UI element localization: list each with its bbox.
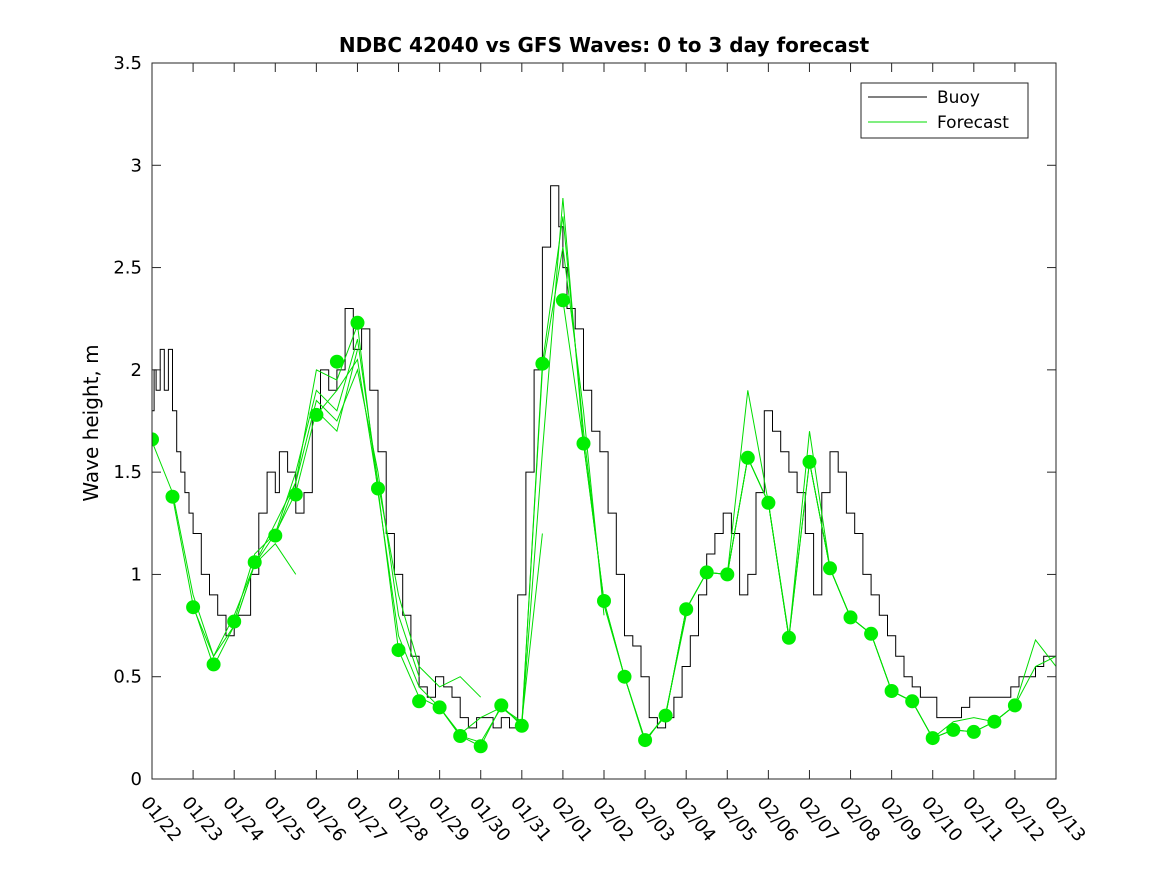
forecast-point bbox=[823, 561, 837, 576]
forecast-point bbox=[966, 724, 981, 739]
y-tick-label: 3.5 bbox=[113, 53, 142, 74]
y-tick-label: 2.5 bbox=[113, 258, 142, 279]
series-layer bbox=[152, 185, 1056, 754]
forecast-point bbox=[206, 657, 221, 672]
y-tick-label: 1.5 bbox=[113, 462, 142, 483]
y-tick-label: 0 bbox=[131, 769, 142, 790]
forecast-point bbox=[453, 729, 468, 743]
forecast-point bbox=[658, 708, 673, 723]
y-tick-label: 3 bbox=[131, 155, 142, 176]
forecast-point bbox=[638, 733, 653, 748]
forecast-point bbox=[555, 293, 570, 308]
y-tick-label: 0.5 bbox=[113, 667, 142, 688]
buoy-series-line bbox=[152, 185, 1056, 729]
forecast-point bbox=[288, 487, 303, 502]
forecast-point bbox=[1007, 698, 1022, 713]
y-tick-label: 1 bbox=[131, 564, 142, 585]
forecast-point bbox=[740, 450, 755, 465]
legend-box bbox=[860, 82, 1029, 139]
forecast-point bbox=[781, 630, 796, 645]
y-tick-label: 2 bbox=[131, 360, 142, 381]
forecast-point bbox=[494, 698, 509, 713]
forecast-point bbox=[597, 594, 611, 608]
forecast-point bbox=[905, 694, 920, 709]
forecast-point bbox=[473, 739, 488, 754]
forecast-point bbox=[843, 610, 858, 625]
forecast-point bbox=[309, 407, 324, 422]
forecast-point bbox=[720, 567, 735, 582]
forecast-point bbox=[946, 722, 961, 737]
forecast-run-line-0 bbox=[152, 441, 297, 658]
chart-title: NDBC 42040 vs GFS Waves: 0 to 3 day fore… bbox=[339, 33, 870, 57]
forecast-point bbox=[152, 432, 159, 447]
forecast-run-line-1 bbox=[172, 349, 358, 668]
forecast-point bbox=[268, 528, 283, 543]
forecast-point bbox=[391, 643, 406, 658]
forecast-point bbox=[864, 626, 879, 641]
forecast-point bbox=[329, 354, 344, 369]
forecast-point bbox=[802, 454, 817, 469]
forecast-point bbox=[535, 356, 550, 371]
forecast-point bbox=[699, 565, 714, 580]
forecast-point bbox=[884, 684, 899, 698]
forecast-point bbox=[514, 718, 529, 733]
forecast-point bbox=[925, 731, 940, 746]
forecast-point bbox=[987, 714, 1002, 729]
forecast-point bbox=[679, 602, 694, 617]
legend-forecast-label: Forecast bbox=[937, 113, 1009, 133]
forecast-point bbox=[761, 495, 776, 510]
forecast-point bbox=[186, 600, 201, 615]
forecast-point bbox=[350, 315, 365, 330]
forecast-run-line-2 bbox=[192, 368, 420, 677]
forecast-point bbox=[371, 481, 385, 496]
forecast-point bbox=[165, 489, 180, 504]
forecast-point bbox=[576, 436, 591, 451]
forecast-point bbox=[412, 694, 427, 709]
forecast-point bbox=[227, 614, 242, 629]
forecast-point bbox=[432, 700, 447, 715]
legend: Buoy Forecast bbox=[860, 82, 1029, 139]
legend-buoy-label: Buoy bbox=[937, 88, 980, 108]
forecast-point bbox=[617, 669, 632, 684]
forecast-point bbox=[247, 555, 262, 570]
y-axis-label: Wave height, m bbox=[79, 344, 103, 501]
